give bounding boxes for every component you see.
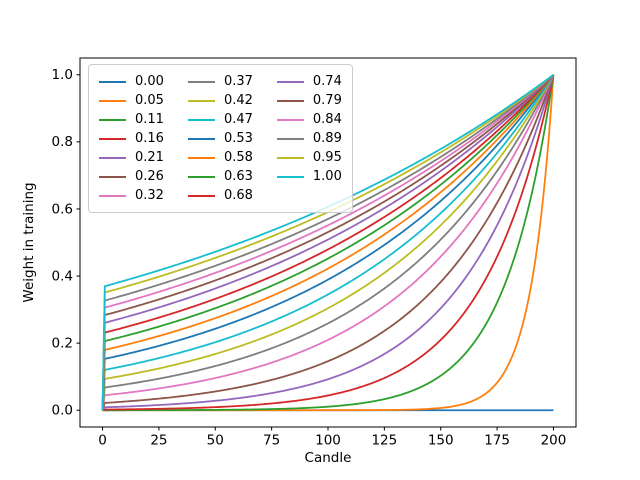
legend-item: 0.79 <box>276 91 342 110</box>
legend-line-swatch <box>187 99 215 102</box>
x-tick-label: 150 <box>428 433 454 449</box>
series-line-0.42 <box>101 74 555 411</box>
legend-item: 0.58 <box>187 148 253 167</box>
legend-label: 0.89 <box>312 131 342 146</box>
legend-item: 0.47 <box>187 110 253 129</box>
legend-item: 0.84 <box>276 110 342 129</box>
legend-item: 0.00 <box>99 72 164 91</box>
series-line-0.58 <box>101 74 555 411</box>
legend-label: 0.84 <box>312 112 342 127</box>
legend-item: 0.11 <box>99 110 164 129</box>
legend-label: 0.95 <box>312 150 342 165</box>
legend-label: 0.58 <box>223 150 253 165</box>
series-line-0.21 <box>101 74 555 411</box>
legend-item: 0.05 <box>99 91 164 110</box>
y-tick-label: 0.6 <box>52 201 73 217</box>
legend-line-swatch <box>99 194 126 197</box>
y-axis: 0.0 0.2 0.4 0.6 0.8 1.0 <box>52 67 80 419</box>
series-line-0.16 <box>102 74 555 412</box>
legend-line-swatch <box>187 175 215 178</box>
legend-item: 0.53 <box>187 129 253 148</box>
x-tick-label: 50 <box>207 433 224 449</box>
series-line-0.37 <box>101 74 555 411</box>
legend-label: 0.47 <box>223 112 253 127</box>
legend-line-swatch <box>187 156 215 159</box>
legend-line-swatch <box>99 156 126 159</box>
x-axis-label: Candle <box>305 450 352 466</box>
x-tick-label: 100 <box>315 433 341 449</box>
x-tick-label: 25 <box>150 433 167 449</box>
legend-item: 0.63 <box>187 167 253 186</box>
legend-line-swatch <box>276 175 304 178</box>
legend-label: 0.00 <box>135 74 164 89</box>
y-tick-label: 0.2 <box>52 335 73 351</box>
series-lines <box>101 74 555 412</box>
legend-line-swatch <box>99 137 126 140</box>
series-line-0.63 <box>101 74 555 411</box>
legend-item: 0.42 <box>187 91 253 110</box>
legend-label: 0.53 <box>223 131 253 146</box>
legend-line-swatch <box>187 137 215 140</box>
series-line-0.89 <box>101 74 555 411</box>
series-line-0.84 <box>101 74 555 411</box>
legend-label: 0.11 <box>135 112 164 127</box>
legend-line-swatch <box>187 80 215 83</box>
series-line-0.32 <box>101 74 555 411</box>
series-line-0.53 <box>101 74 555 411</box>
legend-line-swatch <box>187 118 215 121</box>
legend-item: 0.21 <box>99 148 164 167</box>
series-line-0.47 <box>101 74 555 411</box>
legend-label: 0.16 <box>135 131 164 146</box>
legend-item: 1.00 <box>276 167 342 186</box>
legend-line-swatch <box>99 118 126 121</box>
legend-line-swatch <box>99 175 126 178</box>
y-tick-label: 0.0 <box>52 403 73 419</box>
legend-label: 0.05 <box>135 93 164 108</box>
legend-line-swatch <box>276 156 304 159</box>
legend-label: 0.63 <box>223 169 253 184</box>
x-tick-label: 175 <box>484 433 510 449</box>
x-tick-label: 200 <box>541 433 567 449</box>
legend-line-swatch <box>99 80 126 83</box>
legend-item: 0.74 <box>276 72 342 91</box>
x-tick-label: 125 <box>371 433 397 449</box>
x-axis: 0 25 50 75 100 125 150 175 200 <box>98 427 566 449</box>
series-line-0.74 <box>101 74 555 411</box>
legend-item: 0.16 <box>99 129 164 148</box>
legend-label: 0.26 <box>135 169 164 184</box>
legend-item: 0.68 <box>187 186 253 205</box>
series-line-0.26 <box>101 74 555 411</box>
series-line-0.11 <box>102 74 555 412</box>
legend-label: 0.37 <box>223 74 253 89</box>
legend-item: 0.95 <box>276 148 342 167</box>
legend-line-swatch <box>276 137 304 140</box>
legend-label: 0.74 <box>312 74 342 89</box>
legend-line-swatch <box>276 118 304 121</box>
legend-label: 0.68 <box>223 188 253 203</box>
legend-line-swatch <box>187 194 215 197</box>
legend-label: 1.00 <box>312 169 342 184</box>
legend-line-swatch <box>99 99 126 102</box>
legend-item: 0.89 <box>276 129 342 148</box>
y-tick-label: 0.4 <box>52 268 73 284</box>
legend-item: 0.26 <box>99 167 164 186</box>
legend-item: 0.37 <box>187 72 253 91</box>
legend-label: 0.79 <box>312 93 342 108</box>
series-line-0.79 <box>101 74 555 411</box>
y-axis-label: Weight in training <box>21 182 37 302</box>
x-tick-label: 0 <box>98 433 107 449</box>
legend: 0.00 0.05 0.11 0.16 0.21 0.26 0.32 0.37 0.42 0.47… <box>88 64 353 213</box>
legend-line-swatch <box>276 80 304 83</box>
legend-label: 0.21 <box>135 150 164 165</box>
y-tick-label: 0.8 <box>52 134 73 150</box>
legend-item: 0.32 <box>99 186 164 205</box>
legend-line-swatch <box>276 99 304 102</box>
legend-label: 0.42 <box>223 93 253 108</box>
x-tick-label: 75 <box>263 433 280 449</box>
y-tick-label: 1.0 <box>52 67 73 83</box>
series-line-0.68 <box>101 74 555 411</box>
legend-label: 0.32 <box>135 188 164 203</box>
